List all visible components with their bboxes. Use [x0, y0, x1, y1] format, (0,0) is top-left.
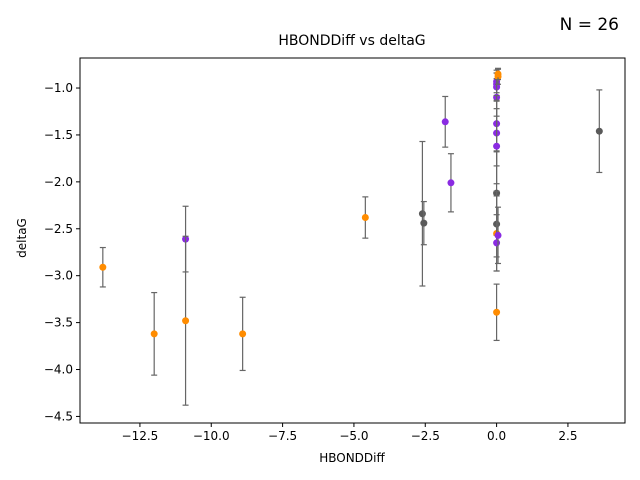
- scatter-point: [441, 118, 449, 126]
- scatter-point: [447, 179, 455, 187]
- x-tick-label: −7.5: [268, 429, 297, 443]
- y-tick-label: −3.0: [44, 269, 73, 283]
- data-point: [447, 153, 455, 213]
- scatter-point: [494, 70, 502, 78]
- y-tick-label: −4.5: [44, 409, 73, 423]
- data-point: [420, 200, 428, 246]
- data-point: [182, 235, 190, 406]
- data-point: [361, 196, 369, 239]
- y-tick-label: −2.0: [44, 175, 73, 189]
- plot-frame: [79, 57, 626, 424]
- data-point: [239, 296, 247, 372]
- n-count-annotation: N = 26: [560, 15, 619, 35]
- scatter-point: [493, 142, 501, 150]
- scatter-point: [182, 317, 190, 325]
- x-axis: −12.5 −10.0 −7.5 −5.0 −2.5 0.0 2.5: [122, 423, 577, 443]
- data-point: [494, 67, 502, 81]
- y-tick-label: −1.0: [44, 81, 73, 95]
- x-tick-label: 2.5: [558, 429, 577, 443]
- plot-area: [99, 67, 603, 406]
- x-axis-label: HBONDDiff: [319, 451, 385, 465]
- y-axis-label: deltaG: [15, 218, 29, 258]
- scatter-point: [420, 219, 428, 227]
- scatter-point: [494, 231, 502, 239]
- y-tick-label: −2.5: [44, 222, 73, 236]
- x-tick-label: −2.5: [411, 429, 440, 443]
- scatter-point: [418, 210, 426, 218]
- x-tick-label: −12.5: [122, 429, 159, 443]
- scatter-point: [595, 127, 603, 135]
- x-tick-label: 0.0: [487, 429, 506, 443]
- data-point: [150, 291, 158, 376]
- scatter-point: [493, 239, 501, 247]
- y-axis: −4.5 −4.0 −3.5 −3.0 −2.5 −2.0 −1.5 −1.0: [44, 81, 80, 423]
- scatter-point: [150, 330, 158, 338]
- data-point: [595, 89, 603, 174]
- scatter-point: [239, 330, 247, 338]
- scatter-point: [99, 263, 107, 271]
- y-tick-label: −1.5: [44, 128, 73, 142]
- data-point: [441, 95, 449, 148]
- data-point: [494, 206, 502, 265]
- x-tick-label: −10.0: [193, 429, 230, 443]
- y-tick-label: −3.5: [44, 316, 73, 330]
- scatter-point: [493, 308, 501, 316]
- chart-title: HBONDDiff vs deltaG: [278, 33, 425, 49]
- scatter-point: [361, 214, 369, 222]
- y-tick-label: −4.0: [44, 363, 73, 377]
- x-tick-label: −5.0: [339, 429, 368, 443]
- data-point: [418, 140, 426, 287]
- data-point: [493, 283, 501, 342]
- data-point: [99, 246, 107, 288]
